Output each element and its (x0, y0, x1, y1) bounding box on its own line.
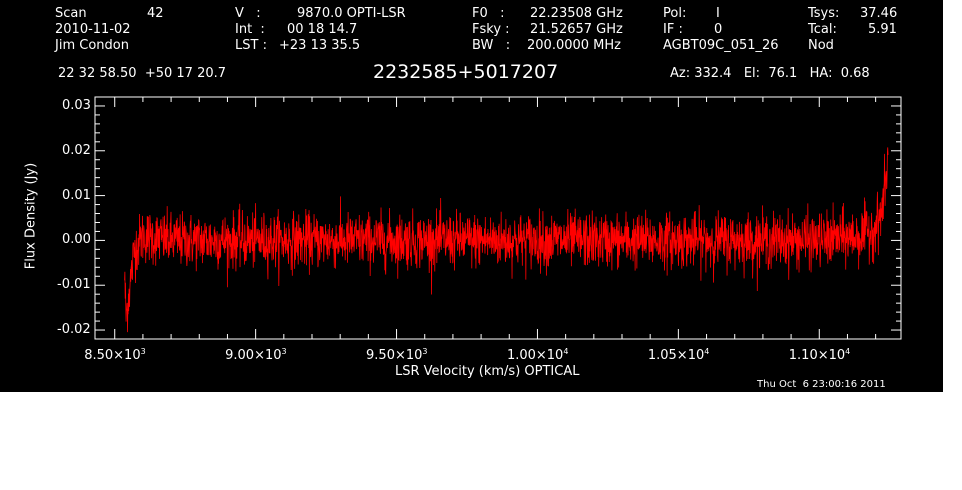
bandwidth-label: BW : (472, 38, 511, 53)
project-id: AGBT09C_051_26 (663, 38, 779, 53)
tsys-label: Tsys: (808, 6, 840, 21)
plot-frame (94, 96, 902, 340)
x-tick-label: 1.05×104 (647, 347, 710, 363)
y-tick-label: -0.02 (57, 322, 91, 338)
source-name: 2232585+5017207 (373, 61, 559, 83)
polarization-label: Pol: (663, 6, 687, 21)
y-axis-label: Flux Density (Jy) (23, 162, 39, 270)
y-tick-label: -0.01 (57, 277, 91, 293)
x-tick-label: 8.50×103 (84, 347, 146, 363)
x-axis-label: LSR Velocity (km/s) OPTICAL (395, 364, 580, 379)
if-label: IF : (663, 22, 683, 37)
rest-frequency-value: 22.23508 GHz (530, 6, 623, 21)
tcal-value: 5.91 (868, 22, 897, 37)
x-tick-label: 9.50×103 (366, 347, 428, 363)
tsys-value: 37.46 (860, 6, 898, 21)
timestamp: Thu Oct 6 23:00:16 2011 (757, 379, 886, 390)
plot-panel (0, 0, 943, 392)
bandwidth-value: 200.0000 MHz (527, 38, 621, 53)
observing-mode: Nod (808, 38, 834, 53)
integration-value: 00 18 14.7 (287, 22, 358, 37)
x-tick-label: 1.00×104 (506, 347, 569, 363)
ra-dec: 22 32 58.50 +50 17 20.7 (58, 66, 227, 81)
if-value: 0 (714, 22, 723, 37)
sky-frequency-label: Fsky : (472, 22, 510, 37)
scan-number: 42 (147, 6, 164, 21)
spectrum-chart (94, 96, 902, 340)
y-tick-label: 0.03 (62, 97, 91, 113)
scan-label: Scan (55, 6, 87, 21)
rest-frequency-label: F0 : (472, 6, 505, 21)
az-el-ha: Az: 332.4 El: 76.1 HA: 0.68 (670, 66, 870, 81)
y-tick-label: 0.02 (62, 142, 91, 158)
velocity-value: 9870.0 OPTI-LSR (297, 6, 406, 21)
sky-frequency-value: 21.52657 GHz (530, 22, 623, 37)
integration-label: Int : (235, 22, 265, 37)
spectrum-line (124, 147, 889, 333)
tcal-label: Tcal: (808, 22, 837, 37)
observation-date: 2010-11-02 (55, 22, 131, 37)
x-tick-label: 1.10×104 (788, 347, 851, 363)
y-tick-label: 0.00 (62, 232, 91, 248)
lst-label: LST : (235, 38, 272, 53)
velocity-label: V : (235, 6, 261, 21)
y-tick-label: 0.01 (62, 187, 91, 203)
spectrum-series (124, 147, 889, 333)
x-tick-label: 9.00×103 (225, 347, 287, 363)
lst-value: +23 13 35.5 (279, 38, 361, 53)
polarization-value: I (716, 6, 720, 21)
observer-name: Jim Condon (55, 38, 129, 53)
